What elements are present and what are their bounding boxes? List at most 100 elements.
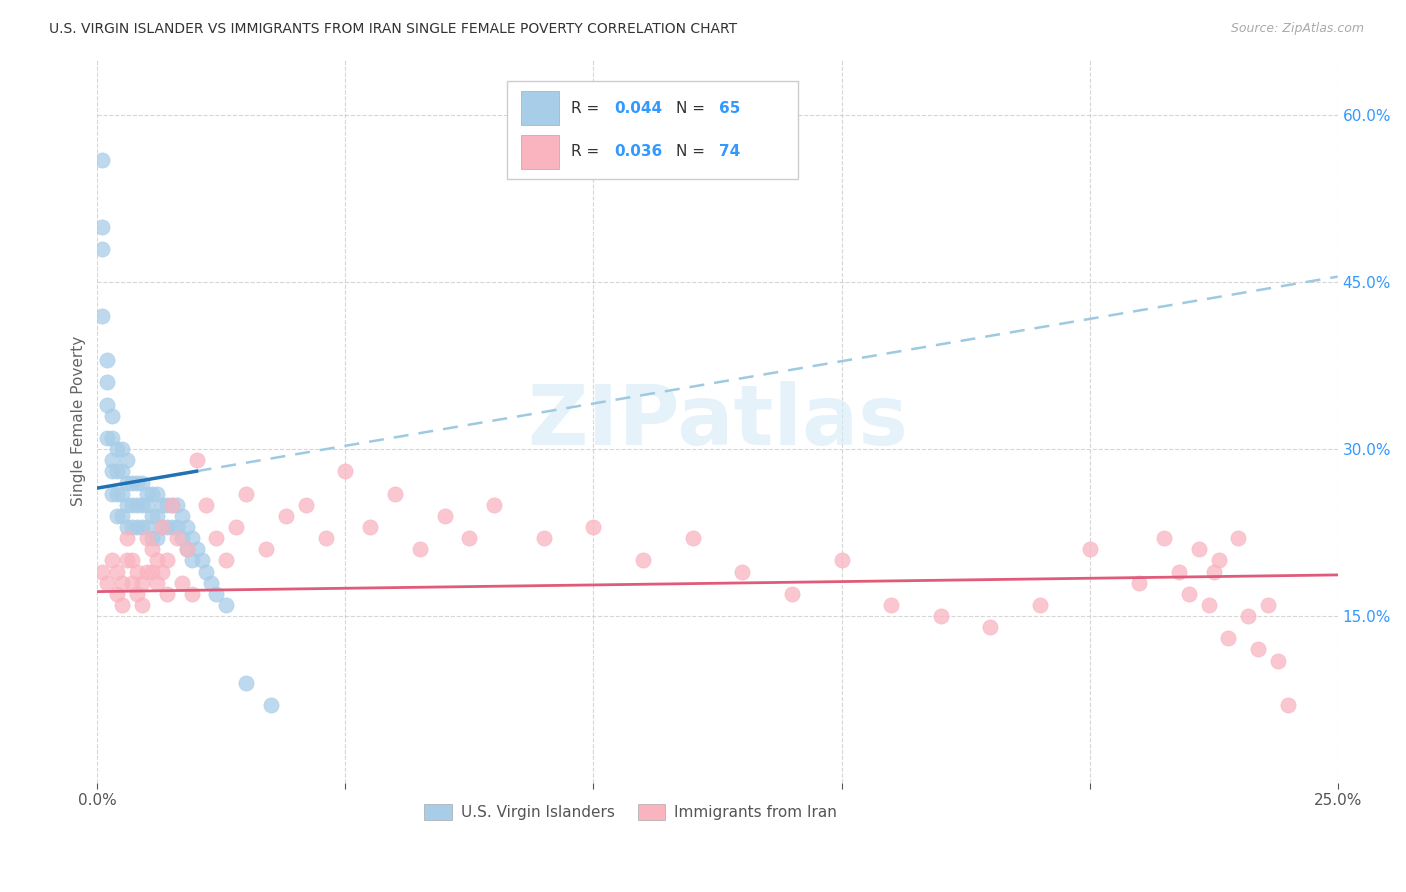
Point <box>200 575 222 590</box>
Point <box>101 453 124 467</box>
Point <box>215 598 238 612</box>
Point <box>91 153 114 167</box>
Point <box>105 486 128 500</box>
Point <box>484 498 506 512</box>
Point <box>831 553 853 567</box>
Point <box>205 531 228 545</box>
Point <box>115 498 138 512</box>
Point <box>101 553 124 567</box>
Point <box>96 431 118 445</box>
Point <box>170 575 193 590</box>
Point <box>260 698 283 713</box>
Point <box>136 520 159 534</box>
Point <box>215 553 238 567</box>
Point <box>141 531 163 545</box>
Point <box>166 498 188 512</box>
Point <box>141 542 163 557</box>
Point <box>146 553 169 567</box>
Point <box>166 520 188 534</box>
Point <box>141 508 163 523</box>
Point <box>91 309 114 323</box>
Point <box>131 520 153 534</box>
Point <box>384 486 406 500</box>
Point <box>111 442 134 457</box>
Point <box>274 508 297 523</box>
Point <box>180 553 202 567</box>
Point <box>146 531 169 545</box>
Point <box>91 242 114 256</box>
Point <box>294 498 316 512</box>
Point <box>166 531 188 545</box>
Point <box>146 508 169 523</box>
Point <box>105 508 128 523</box>
Point <box>111 598 134 612</box>
Point <box>136 565 159 579</box>
Point <box>96 398 118 412</box>
Point <box>141 486 163 500</box>
Point <box>359 520 381 534</box>
Point <box>111 486 134 500</box>
Text: U.S. VIRGIN ISLANDER VS IMMIGRANTS FROM IRAN SINGLE FEMALE POVERTY CORRELATION C: U.S. VIRGIN ISLANDER VS IMMIGRANTS FROM … <box>49 22 737 37</box>
Point <box>160 498 183 512</box>
Point <box>180 587 202 601</box>
Point <box>105 464 128 478</box>
Point <box>131 498 153 512</box>
Point <box>1267 654 1289 668</box>
Point <box>101 464 124 478</box>
Point <box>121 575 143 590</box>
Point <box>1029 598 1052 612</box>
Point <box>731 565 754 579</box>
Point <box>1227 531 1250 545</box>
Point <box>146 486 169 500</box>
Point <box>105 587 128 601</box>
Point <box>631 553 654 567</box>
Point <box>131 575 153 590</box>
Point <box>91 565 114 579</box>
Text: Source: ZipAtlas.com: Source: ZipAtlas.com <box>1230 22 1364 36</box>
Point <box>433 508 456 523</box>
Point <box>125 475 148 490</box>
Point <box>125 520 148 534</box>
Point <box>125 587 148 601</box>
Point <box>1218 632 1240 646</box>
Point <box>136 486 159 500</box>
Point <box>136 531 159 545</box>
Point <box>115 553 138 567</box>
Point <box>195 565 218 579</box>
Point <box>186 542 208 557</box>
Legend: U.S. Virgin Islanders, Immigrants from Iran: U.S. Virgin Islanders, Immigrants from I… <box>418 797 844 826</box>
Point <box>156 587 179 601</box>
Point <box>125 498 148 512</box>
Point <box>1178 587 1201 601</box>
Point <box>1078 542 1101 557</box>
Point <box>91 219 114 234</box>
Point <box>1257 598 1279 612</box>
Point <box>176 542 198 557</box>
Point <box>131 475 153 490</box>
Point <box>150 498 173 512</box>
Point <box>1208 553 1230 567</box>
Point <box>160 498 183 512</box>
Point <box>156 520 179 534</box>
Point <box>121 498 143 512</box>
Point <box>235 486 257 500</box>
Point <box>1198 598 1220 612</box>
Y-axis label: Single Female Poverty: Single Female Poverty <box>72 336 86 507</box>
Point <box>235 676 257 690</box>
Text: ZIPatlas: ZIPatlas <box>527 381 908 462</box>
Point <box>105 565 128 579</box>
Point <box>150 520 173 534</box>
Point <box>254 542 277 557</box>
Point <box>111 575 134 590</box>
Point <box>176 520 198 534</box>
Point <box>101 486 124 500</box>
Point <box>105 442 128 457</box>
Point <box>1202 565 1225 579</box>
Point <box>190 553 212 567</box>
Point <box>121 520 143 534</box>
Point <box>101 409 124 423</box>
Point <box>156 498 179 512</box>
Point <box>111 508 134 523</box>
Point <box>150 520 173 534</box>
Point <box>1153 531 1175 545</box>
